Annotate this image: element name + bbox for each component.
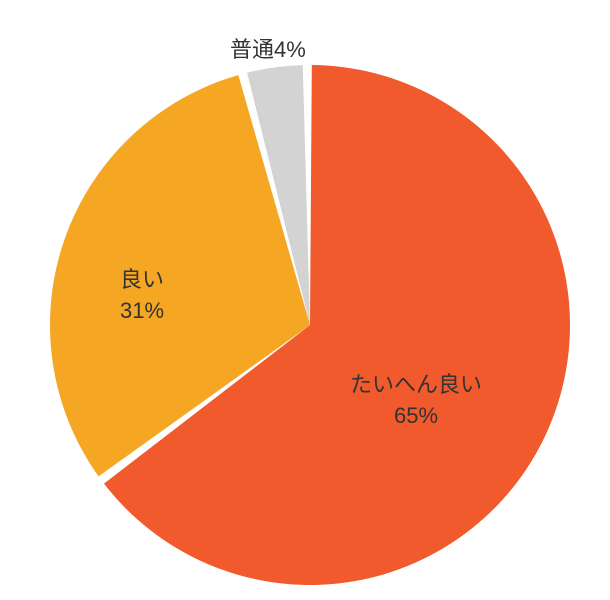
- slice-label-2: 良い31%: [120, 265, 164, 327]
- slice-percent-text-2: 31%: [120, 296, 164, 327]
- slice-label-0: 普通4%: [230, 32, 306, 64]
- slice-percent-text-1: 65%: [350, 401, 482, 432]
- slice-label-1: たいへん良い65%: [350, 370, 482, 432]
- slice-label-text-1: たいへん良い: [350, 370, 482, 401]
- slice-label-text-2: 良い: [120, 265, 164, 296]
- pie-chart-svg: [0, 0, 610, 600]
- pie-chart: 普通4% たいへん良い65% 良い31%: [0, 0, 610, 600]
